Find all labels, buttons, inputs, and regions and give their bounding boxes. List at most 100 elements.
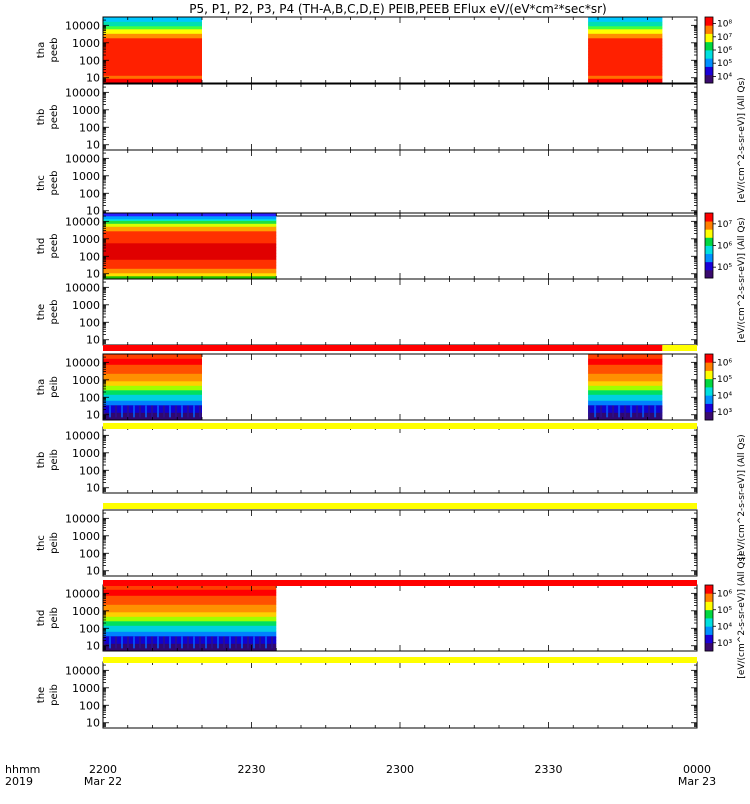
panel-probe-label: tha bbox=[36, 42, 47, 58]
spectrogram-cell bbox=[103, 39, 202, 42]
spectrogram-cell bbox=[103, 256, 277, 259]
spectrogram-cell bbox=[103, 374, 202, 377]
spectrogram-cell bbox=[588, 19, 663, 22]
spectrogram-cell bbox=[103, 55, 202, 58]
x-tick-date-label: Mar 23 bbox=[678, 775, 716, 788]
colorbar-cell bbox=[705, 265, 713, 268]
x-tick-date-label: Mar 22 bbox=[84, 775, 122, 788]
spectrogram-cell bbox=[103, 631, 277, 634]
spectrogram-cell bbox=[103, 275, 277, 278]
spectrogram-cell bbox=[103, 239, 277, 242]
colorbar-cell bbox=[705, 253, 713, 256]
colorbar-cell bbox=[705, 52, 713, 55]
spectrogram-cell bbox=[648, 405, 651, 418]
panel-tha-peib: 10 100 1000 10000 tha peib 10³ 10⁴ 10⁵ 10⁶ bbox=[36, 353, 732, 422]
y-tick-label: 1000 bbox=[72, 682, 100, 695]
spectrogram-cell bbox=[103, 72, 202, 75]
colorbar-cell bbox=[705, 393, 713, 396]
spectrogram-cell bbox=[103, 36, 202, 39]
colorbar-cell bbox=[705, 80, 713, 83]
colorbar-cell bbox=[705, 269, 713, 272]
spectrogram-cell bbox=[588, 377, 663, 380]
panel-frame bbox=[102, 83, 698, 151]
colorbar-tick-label: 10³ bbox=[717, 639, 732, 649]
colorbar-cell bbox=[705, 41, 713, 44]
colorbar-cell bbox=[705, 409, 713, 411]
spectrogram-cell bbox=[103, 25, 202, 28]
colorbar-tick-label: 10⁴ bbox=[717, 72, 732, 82]
spectrogram-cell bbox=[103, 247, 277, 250]
panel-product-label: peeb bbox=[49, 38, 60, 63]
spectrogram-cell bbox=[103, 604, 277, 607]
colorbar-cell bbox=[705, 645, 713, 648]
colorbar-cell bbox=[705, 395, 713, 398]
colorbar-cell bbox=[705, 273, 713, 276]
panel-thb-peeb: 10 100 1000 10000 thb peeb bbox=[36, 83, 698, 152]
spectrogram-cell bbox=[163, 405, 165, 418]
spectrogram-cell bbox=[103, 644, 277, 647]
spectrogram-cell bbox=[103, 622, 277, 625]
colorbar-cell bbox=[705, 635, 713, 638]
x-tick-label: 0000 bbox=[683, 763, 711, 776]
y-tick-label: 10000 bbox=[65, 152, 100, 165]
spectrogram-cell bbox=[103, 277, 277, 280]
spectrogram-cell bbox=[103, 242, 277, 245]
spectrogram-cell bbox=[588, 362, 663, 365]
spectrogram-cell bbox=[103, 638, 277, 641]
panel-probe-label: thc bbox=[36, 175, 47, 191]
colorbar-cell bbox=[705, 47, 713, 50]
y-tick-label: 10000 bbox=[65, 19, 100, 32]
colorbar-cell bbox=[705, 252, 713, 255]
colorbar-cell bbox=[705, 400, 713, 403]
y-tick-label: 100 bbox=[79, 391, 100, 404]
colorbar-cell bbox=[705, 398, 713, 400]
spectrogram-cell bbox=[588, 392, 663, 395]
colorbar-cell bbox=[705, 594, 713, 597]
spectrogram-cell bbox=[588, 16, 663, 19]
spectrogram-cell bbox=[145, 405, 147, 418]
colorbar-cell bbox=[705, 33, 713, 36]
colorbar-cell bbox=[705, 367, 713, 370]
spectrogram-cell bbox=[588, 364, 663, 367]
spectrogram-cell bbox=[103, 362, 202, 365]
panel-probe-label: thd bbox=[36, 238, 47, 255]
spectrogram-cell bbox=[103, 226, 277, 229]
spectrogram-cell bbox=[103, 640, 277, 643]
spectrogram-cell bbox=[588, 358, 663, 361]
colorbar-cell bbox=[705, 223, 713, 226]
colorbar-cell bbox=[705, 370, 713, 373]
status-bar bbox=[103, 423, 697, 429]
spectrogram-cell bbox=[588, 368, 663, 371]
spectrogram-cell bbox=[588, 67, 663, 70]
spectrogram-cell bbox=[588, 365, 663, 368]
spectrogram-cell bbox=[103, 386, 202, 389]
colorbar-tick-label: 10⁷ bbox=[717, 220, 732, 230]
colorbar-cell bbox=[705, 257, 713, 260]
spectrogram-cell bbox=[175, 636, 177, 649]
colorbar-tick-label: 10⁶ bbox=[717, 242, 732, 252]
y-tick-label: 10 bbox=[86, 640, 100, 653]
y-tick-label: 100 bbox=[79, 250, 100, 263]
spectrogram-cell bbox=[103, 274, 277, 277]
spectrogram-cell bbox=[588, 367, 663, 370]
spectrogram-cell bbox=[103, 257, 277, 260]
spectrogram-cell bbox=[103, 359, 202, 362]
spectrogram-block bbox=[103, 584, 277, 652]
colorbar-cell bbox=[705, 404, 713, 407]
colorbar: 10³ 10⁴ 10⁵ 10⁶ bbox=[704, 584, 732, 652]
spectrogram-cell bbox=[103, 373, 202, 376]
panel-product-label: peib bbox=[49, 607, 60, 629]
spectrogram-cell bbox=[103, 37, 202, 40]
colorbar-cell bbox=[705, 69, 713, 72]
spectrogram-cell bbox=[588, 46, 663, 49]
panel-product-label: peeb bbox=[49, 171, 60, 196]
colorbar-cell bbox=[705, 607, 713, 609]
spectrogram-cell bbox=[187, 636, 189, 649]
spectrogram-cell bbox=[133, 405, 135, 418]
spectrogram-cell bbox=[103, 76, 202, 79]
colorbar-cell bbox=[705, 417, 713, 420]
colorbar-cell bbox=[705, 622, 713, 624]
spectrogram-cell bbox=[103, 394, 202, 397]
colorbar-cell bbox=[705, 354, 713, 356]
spectrogram-cell bbox=[103, 382, 202, 385]
